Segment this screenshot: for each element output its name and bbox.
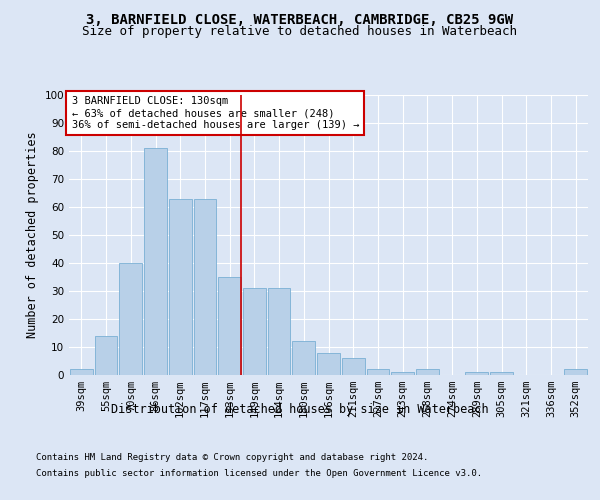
Bar <box>564 370 587 375</box>
Bar <box>317 352 340 375</box>
Text: Size of property relative to detached houses in Waterbeach: Size of property relative to detached ho… <box>83 25 517 38</box>
Text: 3, BARNFIELD CLOSE, WATERBEACH, CAMBRIDGE, CB25 9GW: 3, BARNFIELD CLOSE, WATERBEACH, CAMBRIDG… <box>86 12 514 26</box>
Text: Distribution of detached houses by size in Waterbeach: Distribution of detached houses by size … <box>111 402 489 415</box>
Bar <box>119 263 142 375</box>
Y-axis label: Number of detached properties: Number of detached properties <box>26 132 39 338</box>
Bar <box>342 358 365 375</box>
Text: Contains HM Land Registry data © Crown copyright and database right 2024.: Contains HM Land Registry data © Crown c… <box>36 452 428 462</box>
Bar <box>391 372 414 375</box>
Bar <box>490 372 513 375</box>
Bar <box>268 288 290 375</box>
Bar <box>95 336 118 375</box>
Bar <box>144 148 167 375</box>
Bar <box>367 370 389 375</box>
Bar <box>243 288 266 375</box>
Text: 3 BARNFIELD CLOSE: 130sqm
← 63% of detached houses are smaller (248)
36% of semi: 3 BARNFIELD CLOSE: 130sqm ← 63% of detac… <box>71 96 359 130</box>
Text: Contains public sector information licensed under the Open Government Licence v3: Contains public sector information licen… <box>36 468 482 477</box>
Bar <box>416 370 439 375</box>
Bar <box>466 372 488 375</box>
Bar <box>70 370 93 375</box>
Bar <box>194 198 216 375</box>
Bar <box>292 342 315 375</box>
Bar <box>218 277 241 375</box>
Bar <box>169 198 191 375</box>
